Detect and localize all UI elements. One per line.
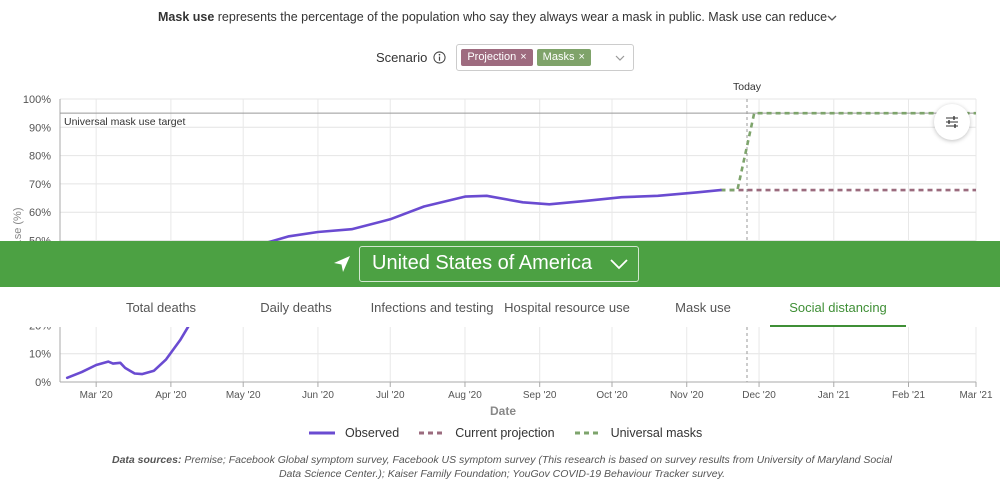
- x-tick-label: Dec '20: [742, 390, 776, 401]
- x-tick-label: Sep '20: [523, 390, 557, 401]
- scenario-selector: Scenario Projection × Masks ×: [376, 43, 635, 71]
- x-tick-label: Jun '20: [302, 390, 334, 401]
- info-icon[interactable]: [433, 50, 446, 64]
- x-axis-ticks: Mar '20 Apr '20 May '20 Jun '20 Jul '20 Aug '…: [80, 382, 993, 401]
- chevron-down-icon[interactable]: [826, 12, 838, 24]
- chart-legend: Observed Current projection Universal ma…: [309, 426, 722, 440]
- scenario-label: Scenario: [376, 49, 428, 65]
- x-tick-label: Oct '20: [596, 390, 628, 401]
- y-tick-label: 60%: [29, 207, 51, 219]
- today-label: Today: [733, 81, 762, 93]
- y-tick-label: 90%: [29, 122, 51, 134]
- x-tick-label: Jul '20: [376, 390, 405, 401]
- chart-settings-button[interactable]: [934, 104, 970, 140]
- x-tick-label: Feb '21: [892, 390, 925, 401]
- legend-swatch-current-projection: [419, 431, 446, 435]
- chart-description: Mask use represents the percentage of th…: [158, 10, 828, 24]
- y-tick-label: 0%: [35, 377, 51, 389]
- legend-label-current-projection: Current projection: [455, 426, 555, 440]
- x-tick-label: Aug '20: [448, 390, 482, 401]
- data-sources: Data sources: Premise; Facebook Global s…: [112, 453, 892, 481]
- legend-swatch-observed: [309, 431, 335, 435]
- tab-infections-testing[interactable]: Infections and testing: [370, 300, 494, 315]
- y-tick-label: 100%: [23, 94, 51, 106]
- remove-masks-icon[interactable]: ×: [578, 51, 585, 63]
- masks-chip[interactable]: Masks ×: [536, 48, 591, 66]
- tab-mask-use[interactable]: Mask use: [675, 300, 731, 315]
- tab-total-deaths[interactable]: Total deaths: [125, 300, 197, 315]
- description-text: represents the percentage of the populat…: [214, 10, 828, 24]
- location-name: United States of America: [372, 252, 593, 274]
- scenario-multiselect[interactable]: Projection × Masks ×: [456, 43, 635, 71]
- x-axis-label: Date: [490, 404, 516, 418]
- chevron-down-icon[interactable]: [609, 258, 629, 270]
- projection-chip-label: Projection: [467, 51, 517, 63]
- today-layer: Today: [733, 81, 762, 382]
- tab-hospital-resource-use[interactable]: Hospital resource use: [504, 300, 630, 315]
- x-tick-label: May '20: [226, 390, 261, 401]
- remove-projection-icon[interactable]: ×: [520, 51, 527, 63]
- sources-label: Data sources:: [112, 454, 182, 466]
- tab-bar: Total deaths Daily deaths Infections and…: [0, 287, 1000, 327]
- location-banner: [0, 241, 1000, 287]
- y-tick-label: 10%: [29, 349, 51, 361]
- location-select[interactable]: [359, 246, 639, 282]
- tab-social-distancing[interactable]: Social distancing: [789, 300, 887, 315]
- x-tick-label: Apr '20: [155, 390, 187, 401]
- legend-observed[interactable]: Observed: [309, 426, 399, 440]
- dropdown-arrow-icon[interactable]: [615, 54, 625, 62]
- legend-swatch-universal-masks: [574, 431, 601, 435]
- y-axis-label: ...se (%): [12, 208, 24, 249]
- y-tick-label: 70%: [29, 179, 51, 191]
- x-tick-label: Jan '21: [818, 390, 850, 401]
- x-tick-label: Mar '21: [959, 390, 992, 401]
- legend-current-projection[interactable]: Current projection: [419, 426, 555, 440]
- legend-label-universal-masks: Universal masks: [610, 426, 703, 440]
- legend-universal-masks[interactable]: Universal masks: [574, 426, 703, 440]
- target-layer: Universal mask use target: [60, 112, 976, 128]
- projection-chip[interactable]: Projection ×: [461, 48, 533, 66]
- masks-chip-label: Masks: [542, 51, 575, 63]
- legend-label-observed: Observed: [345, 426, 400, 440]
- y-tick-label: 80%: [29, 151, 51, 163]
- x-tick-label: Mar '20: [80, 390, 113, 401]
- x-tick-label: Nov '20: [670, 390, 704, 401]
- tab-daily-deaths[interactable]: Daily deaths: [260, 300, 332, 315]
- series-universal-masks: [720, 111, 976, 192]
- sliders-icon: [946, 116, 958, 128]
- sources-text: Premise; Facebook Global symptom survey,…: [181, 454, 893, 480]
- location-arrow-icon[interactable]: [333, 255, 351, 273]
- description-bold: Mask use: [158, 10, 215, 24]
- target-label: Universal mask use target: [64, 116, 185, 128]
- active-tab-indicator: [770, 325, 906, 327]
